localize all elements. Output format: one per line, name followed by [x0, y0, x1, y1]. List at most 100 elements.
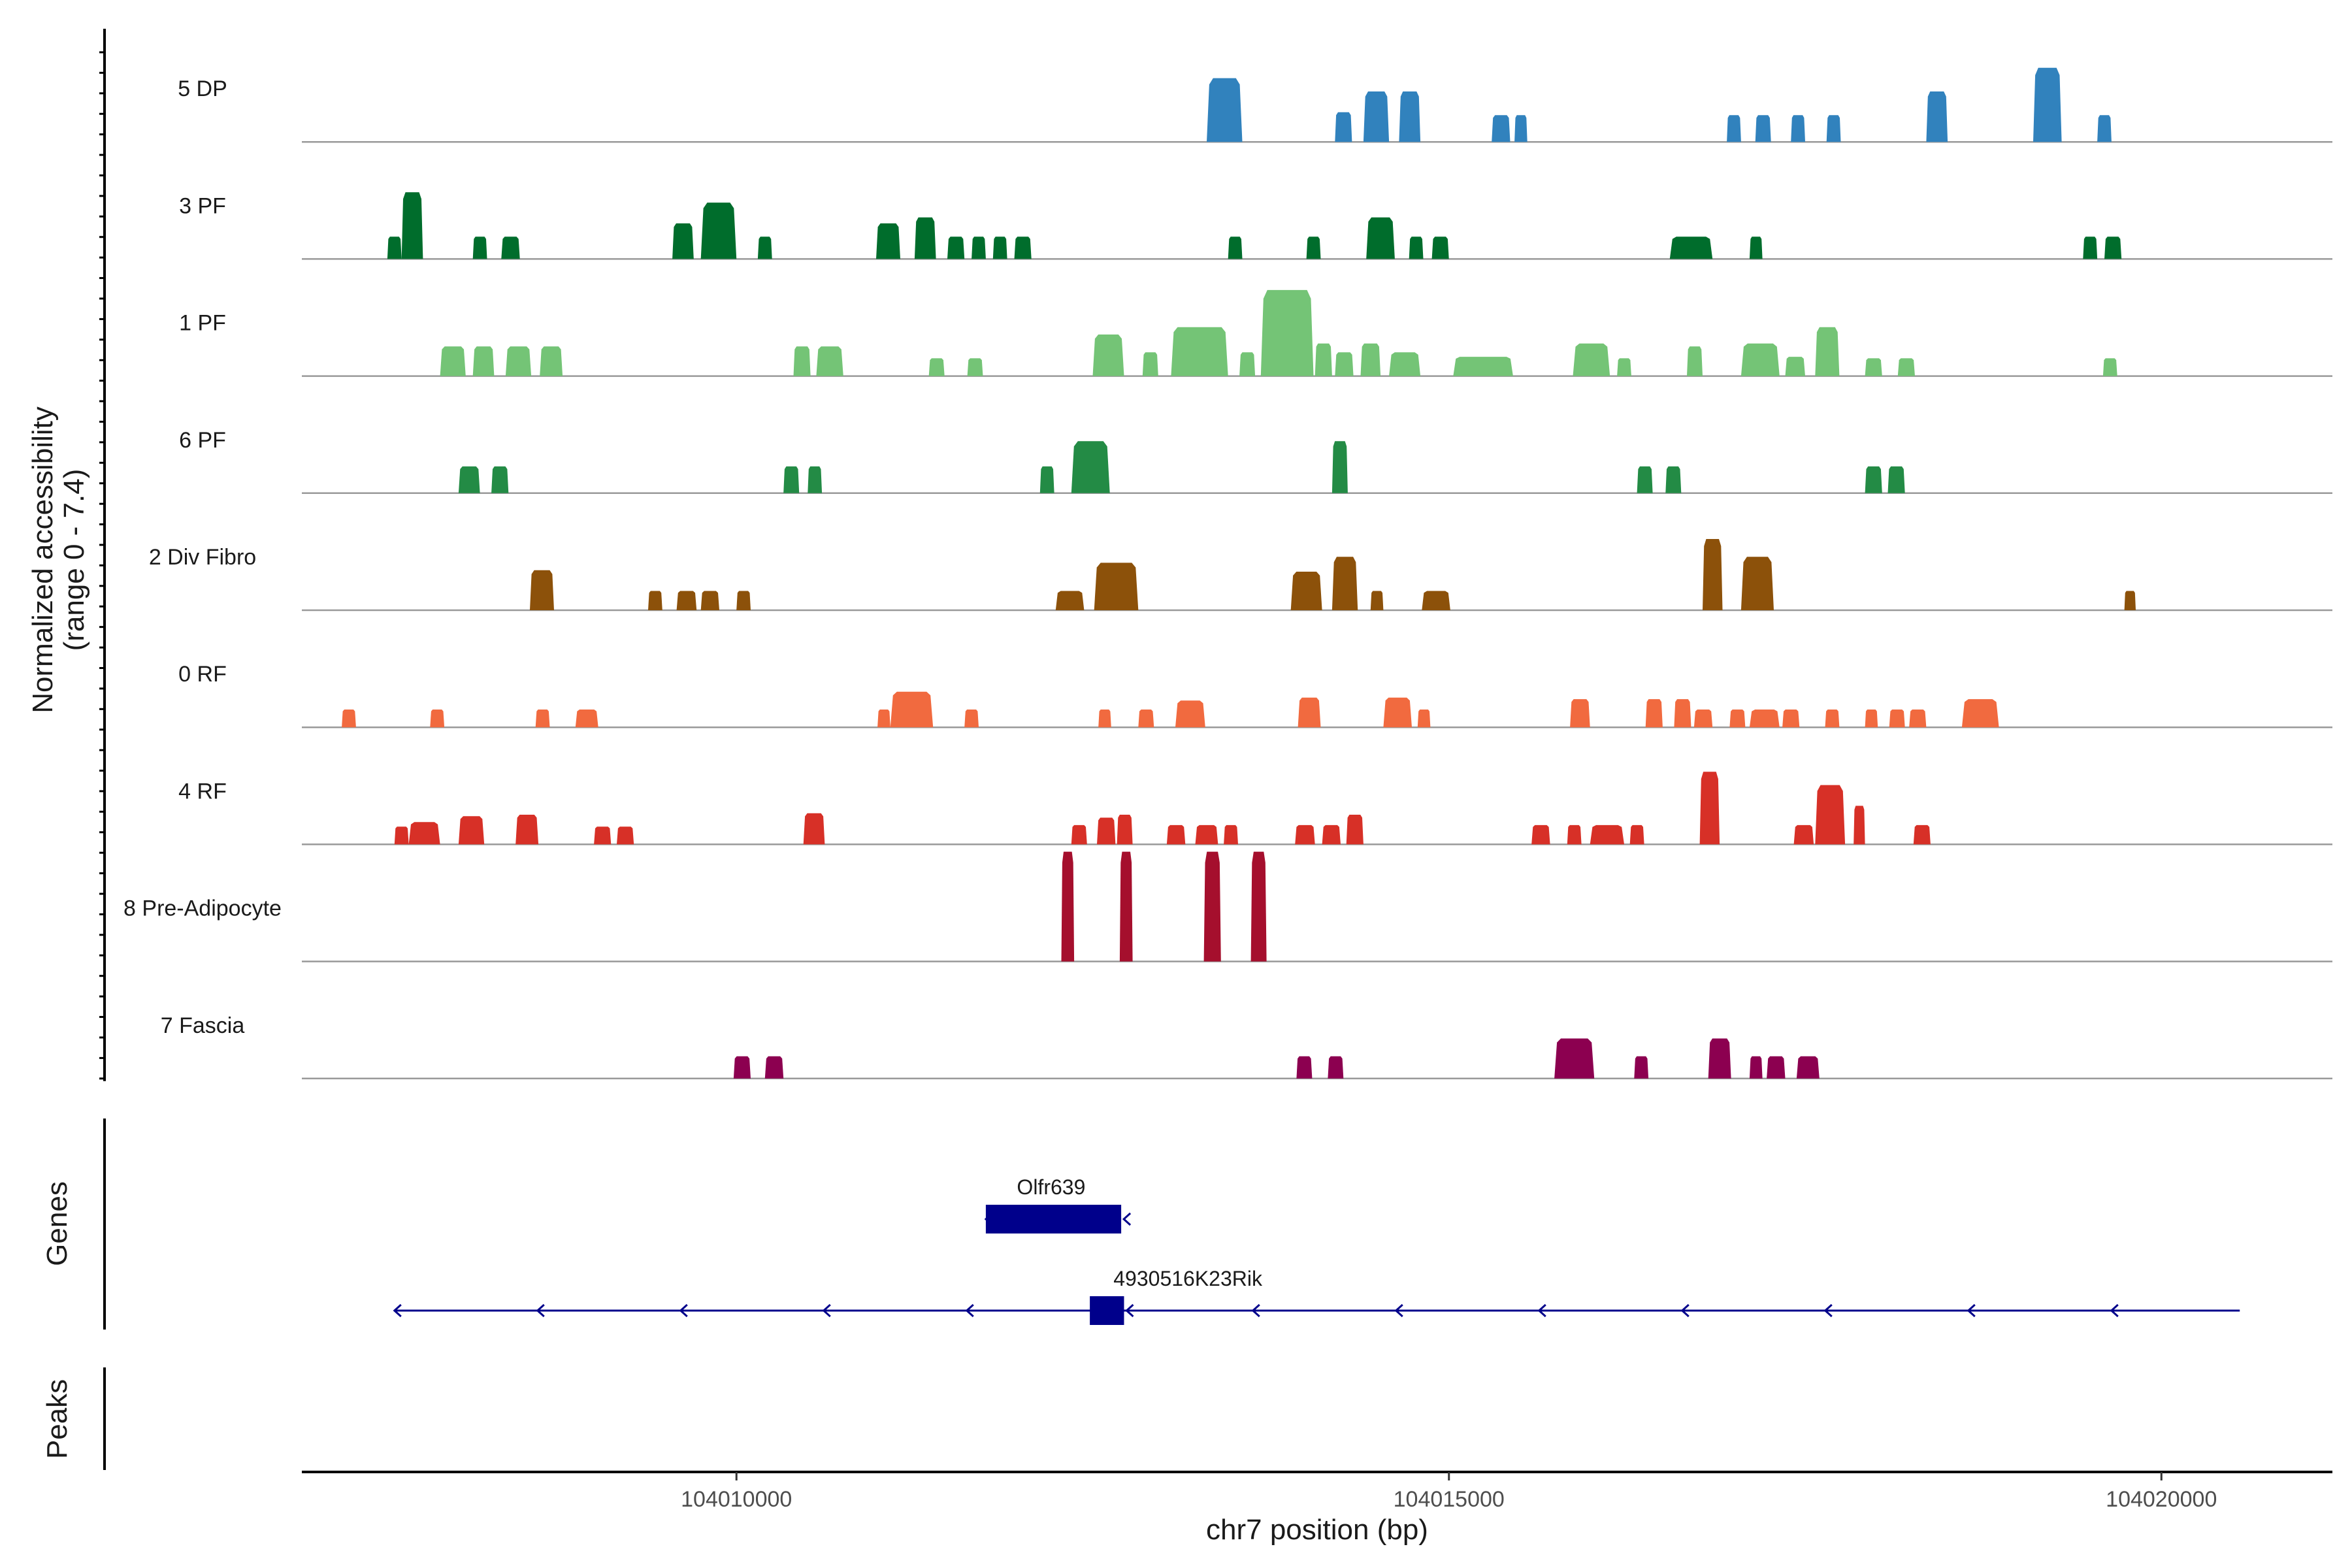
track-label: 5 DP — [178, 76, 227, 101]
track-6-pf: 6 PF — [179, 428, 2332, 495]
coverage-peak — [1260, 289, 1314, 376]
track-label: 8 Pre-Adipocyte — [123, 896, 282, 921]
coverage-peak — [491, 466, 509, 493]
strand-arrow — [679, 1303, 688, 1318]
coverage-peak — [1389, 352, 1421, 376]
coverage-peak — [1854, 806, 1865, 845]
genes-panel-label: Genes — [41, 1181, 73, 1266]
coverage-peak — [1554, 1038, 1595, 1079]
coverage-peak — [1055, 591, 1085, 610]
coverage-peak — [1703, 539, 1723, 610]
coverage-peak — [1590, 825, 1624, 845]
coverage-peak — [1617, 358, 1631, 376]
coverage-peak — [1366, 217, 1395, 259]
coverage-peak — [1422, 591, 1450, 610]
coverage-peak — [736, 591, 751, 610]
coverage-peak — [1699, 772, 1720, 845]
coverage-peak — [793, 346, 811, 376]
coverage-peak — [972, 237, 986, 259]
coverage-peak — [1306, 237, 1321, 259]
coverage-peak — [1203, 851, 1221, 962]
coverage-peak — [1767, 1056, 1786, 1079]
coverage-peak — [1363, 91, 1390, 142]
coverage-peak — [394, 826, 409, 845]
coverage-peak — [1094, 563, 1139, 610]
coverage-peak — [1092, 335, 1124, 376]
coverage-peak — [1328, 1056, 1344, 1079]
coverage-peak — [1645, 699, 1663, 728]
strand-arrow — [822, 1303, 831, 1318]
track-label: 7 Fascia — [161, 1013, 245, 1038]
track-label: 6 PF — [179, 428, 226, 453]
coverage-peak — [2124, 591, 2136, 610]
coverage-peak — [2033, 67, 2062, 142]
strand-arrow — [1823, 1303, 1833, 1318]
coverage-peak — [1727, 115, 1741, 142]
coverage-peak — [1826, 115, 1841, 142]
coverage-peak — [700, 591, 719, 610]
coverage-peak — [1637, 466, 1653, 493]
coverage-peak — [1360, 343, 1381, 376]
coverage-peak — [1796, 1056, 1820, 1079]
coverage-peak — [808, 466, 823, 493]
coverage-peak — [458, 466, 480, 493]
track-label: 0 RF — [178, 662, 227, 687]
y-axis-title-line-2: (range 0 - 7.4) — [58, 469, 90, 651]
coverage-peak — [1629, 825, 1644, 845]
coverage-peak — [1815, 327, 1840, 376]
coverage-peak — [472, 346, 495, 376]
coverage-peak — [540, 346, 563, 376]
coverage-peak — [1061, 851, 1075, 962]
coverage-peak — [1331, 557, 1358, 610]
track-4-rf: 4 RF — [178, 772, 2332, 845]
coverage-peak — [1142, 352, 1158, 376]
coverage-peak — [1119, 851, 1133, 962]
coverage-peak — [1825, 710, 1840, 728]
coverage-peak — [1708, 1038, 1731, 1079]
y-axis-title: Normalized accessibility (range 0 - 7.4) — [27, 406, 90, 713]
coverage-peak — [757, 237, 772, 259]
coverage-peak — [1865, 358, 1882, 376]
coverage-peak — [876, 223, 900, 259]
gene-label: Olfr639 — [1017, 1175, 1085, 1199]
coverage-peak — [617, 826, 634, 845]
x-tick-label: 104015000 — [1394, 1487, 1505, 1512]
coverage-peak — [1793, 825, 1814, 845]
coverage-peak — [505, 346, 532, 376]
coverage-peak — [1117, 815, 1133, 845]
strand-arrow — [536, 1303, 545, 1318]
coverage-peak — [2083, 237, 2098, 259]
coverage-peak — [1399, 91, 1421, 142]
coverage-peak — [1071, 441, 1110, 493]
coverage-peak — [1431, 237, 1449, 259]
coverage-peak — [1865, 710, 1878, 728]
coverage-peak — [1335, 352, 1354, 376]
coverage-peak — [803, 813, 825, 845]
coverage-peak — [1098, 710, 1111, 728]
coverage-peak — [342, 710, 356, 728]
coverage-peak — [1913, 825, 1931, 845]
coverage-peak — [1669, 237, 1713, 259]
coverage-peak — [1239, 352, 1256, 376]
track-1-pf: 1 PF — [179, 289, 2332, 377]
coverage-peak — [1322, 825, 1341, 845]
coverage-peak — [535, 710, 550, 728]
coverage-peak — [816, 346, 843, 376]
track-label: 2 Div Fibro — [149, 545, 256, 570]
coverage-peak — [1865, 466, 1882, 493]
coverage-peak — [1296, 1056, 1313, 1079]
coverage-peak — [1887, 466, 1905, 493]
coverage-peak — [964, 710, 979, 728]
strand-arrow — [1680, 1303, 1690, 1318]
coverage-peak — [947, 237, 965, 259]
coverage-peak — [1897, 358, 1915, 376]
coverage-peak — [1298, 697, 1321, 728]
coverage-peak — [1749, 237, 1763, 259]
x-tick-label: 104020000 — [2106, 1487, 2217, 1512]
coverage-peak — [1138, 710, 1154, 728]
coverage-peak — [1889, 710, 1905, 728]
coverage-peak — [1782, 710, 1800, 728]
strand-arrow — [1122, 1212, 1132, 1226]
track-2-div-fibro: 2 Div Fibro — [149, 539, 2332, 612]
